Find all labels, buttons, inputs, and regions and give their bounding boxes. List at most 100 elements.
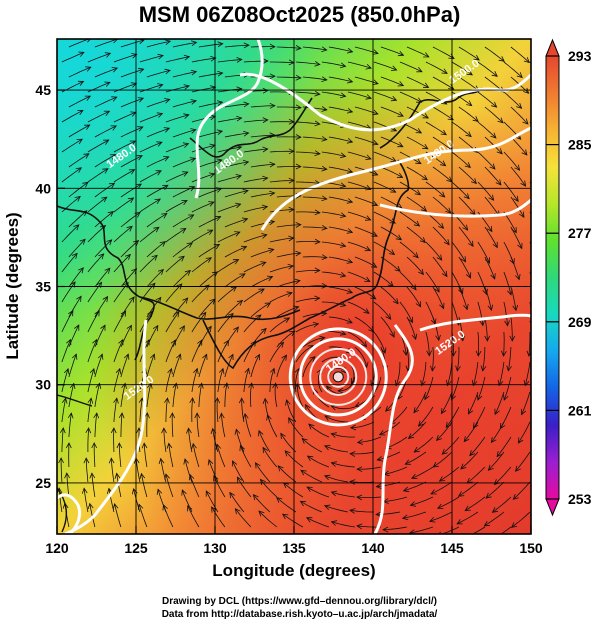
streamline-arrow bbox=[241, 217, 249, 223]
streamline-arrow bbox=[268, 247, 275, 254]
streamline bbox=[421, 361, 427, 386]
streamline bbox=[510, 226, 523, 249]
streamline-arrow bbox=[110, 427, 117, 434]
streamline bbox=[165, 200, 188, 213]
streamline-arrow bbox=[306, 486, 313, 492]
streamline-arrow bbox=[74, 195, 81, 202]
streamline bbox=[61, 310, 74, 333]
streamline-arrow bbox=[240, 245, 248, 252]
streamline bbox=[146, 127, 170, 138]
streamline bbox=[250, 192, 275, 198]
streamline bbox=[120, 325, 132, 348]
typhoon-vortex bbox=[288, 327, 388, 427]
streamline bbox=[484, 316, 488, 341]
x-tick-label: 125 bbox=[124, 540, 148, 556]
streamline-arrow bbox=[443, 239, 450, 246]
streamline-arrow bbox=[144, 412, 150, 419]
streamline-arrow bbox=[439, 302, 445, 310]
streamline-arrow bbox=[305, 517, 313, 523]
streamline bbox=[432, 256, 448, 277]
streamline bbox=[221, 413, 226, 438]
streamline-arrow bbox=[170, 339, 176, 346]
streamline-arrow bbox=[402, 486, 410, 493]
streamline-arrow bbox=[211, 271, 219, 277]
streamline-arrow bbox=[418, 268, 424, 276]
streamline bbox=[269, 292, 293, 303]
streamline-arrow bbox=[200, 311, 207, 318]
streamline-arrow bbox=[123, 353, 130, 360]
streamline-arrow bbox=[92, 338, 98, 346]
streamline-arrow bbox=[191, 442, 197, 450]
streamline bbox=[399, 241, 419, 258]
streamline bbox=[146, 412, 148, 438]
streamline bbox=[328, 106, 353, 113]
streamline-arrow bbox=[252, 494, 259, 501]
streamline-arrow bbox=[497, 379, 504, 387]
streamline bbox=[165, 398, 168, 423]
streamline bbox=[441, 436, 460, 455]
streamline bbox=[191, 284, 210, 303]
streamline bbox=[229, 492, 245, 513]
streamline bbox=[138, 504, 148, 528]
streamline bbox=[510, 316, 513, 341]
streamline-arrow bbox=[182, 142, 190, 148]
streamline-arrow bbox=[419, 237, 426, 244]
streamline-arrow bbox=[239, 444, 245, 452]
streamline-arrow bbox=[339, 62, 347, 69]
streamline bbox=[87, 196, 108, 213]
streamline-arrow bbox=[173, 311, 180, 318]
streamline-arrow bbox=[184, 269, 191, 276]
streamline bbox=[224, 103, 249, 108]
streamline bbox=[191, 57, 216, 63]
streamline bbox=[347, 91, 372, 99]
streamline bbox=[328, 76, 353, 83]
streamline bbox=[373, 91, 397, 101]
streamline-arrow bbox=[401, 514, 409, 521]
streamline-arrow bbox=[346, 288, 354, 294]
streamline bbox=[165, 311, 180, 333]
streamline bbox=[395, 362, 401, 386]
streamline-arrow bbox=[309, 356, 316, 363]
streamline-arrow bbox=[464, 505, 471, 512]
streamline-arrow bbox=[294, 278, 301, 285]
streamline-arrow bbox=[281, 513, 289, 520]
streamline-arrow bbox=[412, 252, 419, 259]
streamline-arrow bbox=[242, 188, 249, 195]
streamline-arrow bbox=[295, 250, 302, 257]
streamline bbox=[269, 180, 294, 183]
streamline bbox=[447, 361, 453, 386]
streamline-arrow bbox=[404, 459, 411, 465]
streamline-arrow bbox=[162, 504, 168, 511]
streamline bbox=[431, 346, 434, 371]
streamline bbox=[171, 412, 174, 438]
streamline-arrow bbox=[487, 304, 494, 311]
streamline-arrow bbox=[190, 40, 198, 47]
streamline bbox=[143, 443, 148, 468]
streamline bbox=[83, 488, 89, 513]
streamline bbox=[324, 415, 348, 423]
streamline-arrow bbox=[262, 446, 268, 454]
streamline-arrow bbox=[376, 455, 383, 462]
streamline bbox=[274, 383, 278, 408]
streamline bbox=[205, 490, 219, 513]
streamline-arrow bbox=[496, 148, 503, 155]
streamline bbox=[66, 473, 70, 498]
x-axis-ticks: 120 125 130 135 140 145 150 bbox=[45, 526, 543, 556]
streamline bbox=[529, 91, 531, 94]
streamline bbox=[198, 72, 223, 78]
streamline-arrow bbox=[375, 511, 382, 518]
streamline-arrow bbox=[340, 152, 347, 159]
streamline-arrow bbox=[111, 96, 118, 102]
streamline bbox=[258, 510, 278, 528]
streamline bbox=[113, 197, 134, 213]
streamline bbox=[354, 46, 379, 54]
streamline bbox=[243, 288, 265, 303]
streamline bbox=[87, 110, 110, 123]
streamline bbox=[237, 477, 252, 498]
streamline bbox=[477, 301, 484, 326]
streamline bbox=[484, 511, 505, 527]
streamline-arrow bbox=[512, 493, 519, 500]
streamline bbox=[529, 61, 531, 64]
streamline-arrow bbox=[161, 427, 167, 434]
